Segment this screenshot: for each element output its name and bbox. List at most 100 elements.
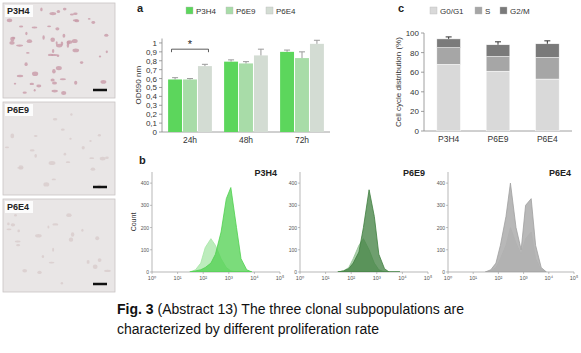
y-tick-label: 400	[437, 180, 446, 186]
y-tick-label: 200	[141, 225, 150, 231]
scale-bar	[93, 283, 107, 286]
caption-text: (Abstract 13) The three clonal subpopula…	[158, 301, 465, 317]
y-tick	[446, 227, 448, 228]
bar	[310, 44, 324, 132]
cell	[42, 255, 44, 258]
cell	[66, 213, 71, 217]
cell	[34, 135, 38, 137]
y-tick	[159, 60, 162, 61]
y-tick-label: 200	[289, 225, 298, 231]
y-tick	[421, 91, 424, 92]
micrograph-label: P6E9	[7, 105, 29, 115]
cell	[42, 35, 44, 39]
cell	[52, 90, 58, 93]
x-tick	[325, 272, 326, 274]
micrograph-frame	[3, 102, 115, 195]
y-tick-label: 300	[437, 202, 446, 208]
cell	[52, 248, 54, 252]
x-tick-label: P3H4	[438, 134, 460, 144]
cell	[34, 154, 37, 158]
marks	[190, 188, 252, 272]
y-tick-label: 0,1	[146, 119, 158, 128]
y-axis	[424, 33, 425, 131]
cell	[57, 10, 60, 13]
cell	[101, 80, 107, 84]
histogram-area	[338, 190, 400, 272]
x-tick	[203, 272, 204, 274]
y-tick	[446, 249, 448, 250]
cell	[25, 32, 27, 35]
cell	[30, 83, 34, 85]
cell	[9, 41, 14, 45]
bar	[183, 79, 197, 132]
caption-label: Fig. 3	[117, 301, 154, 317]
bar	[486, 57, 510, 72]
bar	[536, 58, 560, 80]
y-tick	[159, 42, 162, 43]
y-tick-label: 100	[437, 247, 446, 253]
y-tick-label: 400	[141, 180, 150, 186]
x-tick-label: 10⁰	[296, 275, 305, 281]
label-bg	[5, 104, 33, 116]
y-tick-label: 0,8	[146, 57, 158, 66]
y-tick-label: 0,3	[146, 101, 158, 110]
cell	[91, 21, 95, 24]
cell	[63, 8, 67, 11]
cell	[7, 19, 13, 23]
y-tick	[421, 33, 424, 34]
legend-label: G2/M	[510, 7, 530, 16]
marks	[168, 44, 324, 132]
bar-chart: aOD590 nm00,10,20,30,40,50,60,70,80,9124…	[134, 2, 330, 145]
y-tick	[150, 183, 152, 184]
histogram: 010020030040010⁰10¹10²10³10⁴10⁵P6E9	[289, 168, 433, 281]
bar	[295, 58, 309, 132]
cell	[49, 161, 56, 165]
x-tick-label: 10⁵	[570, 275, 578, 281]
cell	[30, 149, 35, 151]
cell	[52, 223, 58, 225]
bar	[239, 63, 253, 132]
cell	[63, 34, 66, 38]
y-tick-label: 0,5	[146, 83, 158, 92]
bar	[254, 55, 268, 132]
x-tick-label: P6E4	[537, 134, 558, 144]
cell	[26, 52, 30, 54]
legend-label: G0/G1	[440, 7, 464, 16]
y-tick-label: 0	[415, 127, 420, 136]
cell	[32, 71, 38, 76]
bar	[224, 62, 238, 132]
cell	[40, 7, 42, 11]
cell	[7, 228, 12, 230]
y-tick	[298, 205, 300, 206]
cell	[64, 153, 67, 156]
cell	[34, 89, 36, 92]
cell	[18, 165, 23, 169]
cell	[17, 230, 20, 233]
y-tick-label: 1	[153, 39, 158, 48]
panel-title: P3H4	[254, 168, 277, 178]
cell	[32, 27, 38, 29]
legend-label: P6E4	[276, 7, 296, 16]
y-axis-label: Count	[130, 213, 137, 232]
scale-bar	[93, 89, 107, 92]
annotation: *	[188, 38, 193, 50]
bar	[486, 45, 510, 57]
x-tick	[498, 272, 499, 274]
cell	[95, 236, 99, 240]
bar	[280, 52, 294, 132]
x-tick	[152, 272, 153, 274]
y-tick	[298, 183, 300, 184]
cell	[16, 244, 20, 246]
cell	[50, 38, 55, 42]
y-tick-label: 0,6	[146, 75, 158, 84]
histogram: 010020030040010⁰10¹10²10³10⁴10⁵P6E4	[437, 168, 579, 281]
x-tick-label: 10²	[199, 275, 207, 281]
cell	[87, 260, 90, 264]
micrograph: P6E9	[3, 102, 115, 195]
x-tick-label: 10⁴	[398, 275, 407, 281]
y-axis	[300, 172, 301, 272]
x-tick-label: 10¹	[322, 275, 330, 281]
cell	[70, 14, 74, 16]
cell	[52, 81, 57, 84]
marks	[338, 190, 400, 272]
